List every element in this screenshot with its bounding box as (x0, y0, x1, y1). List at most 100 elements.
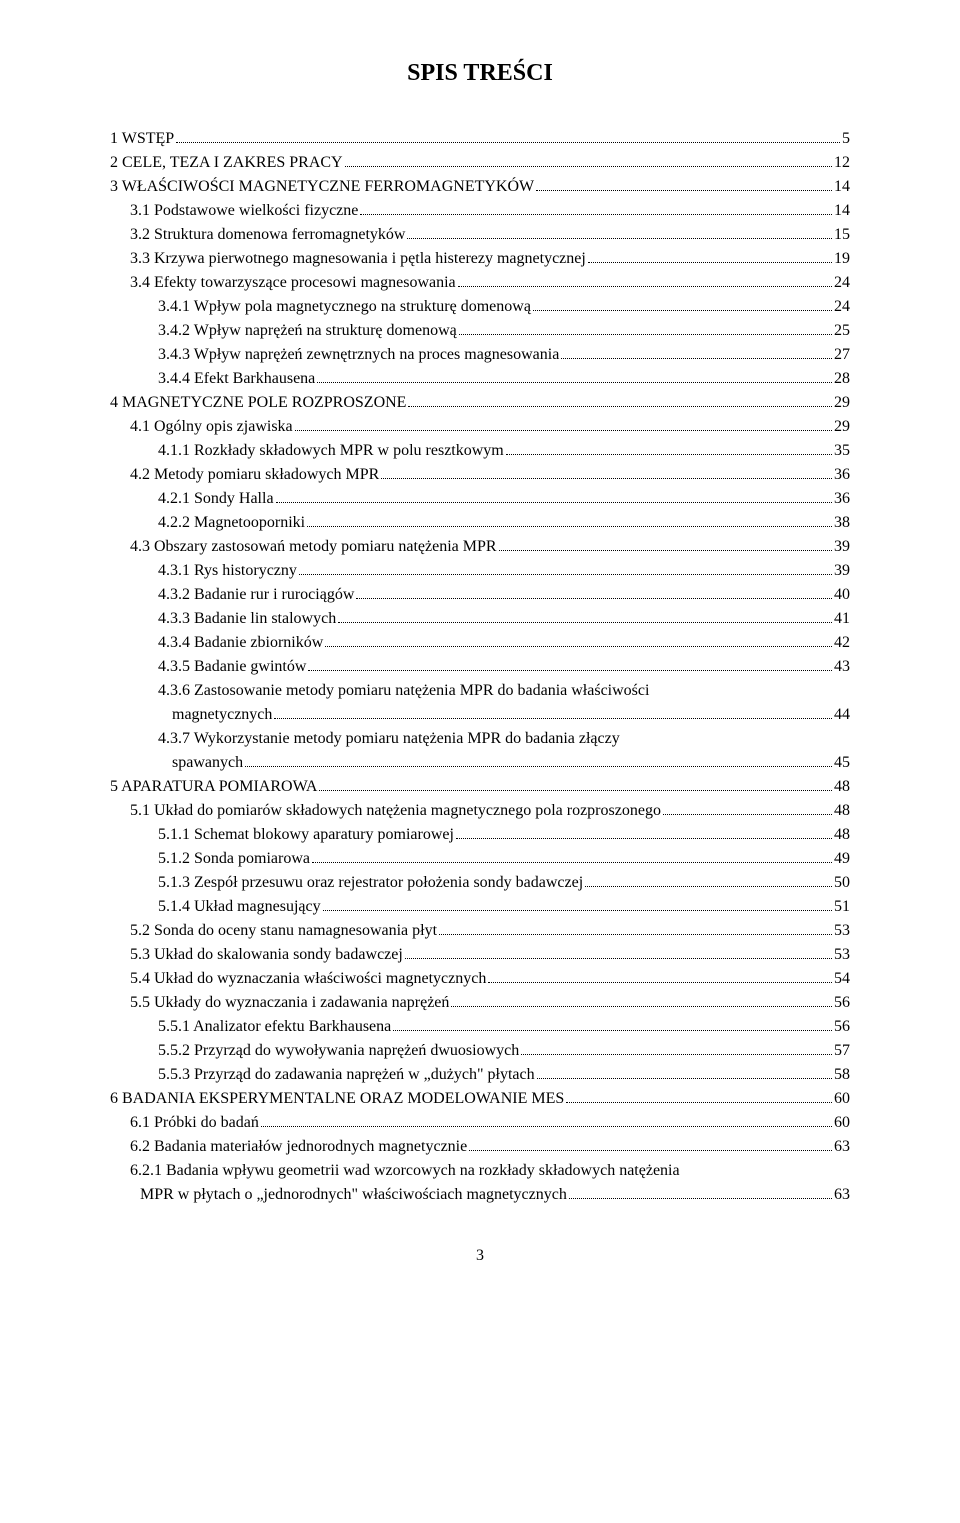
toc-leader-dots (176, 142, 840, 143)
toc-entry-label: 6.1 Próbki do badań (130, 1111, 259, 1135)
toc-leader-dots (533, 310, 832, 311)
toc-entry: 5.5.1 Analizator efektu Barkhausena56 (110, 1015, 850, 1039)
toc-entry-page: 14 (834, 175, 850, 199)
toc-entry-label: 6.2 Badania materiałów jednorodnych magn… (130, 1135, 467, 1159)
toc-entry-label: 5.5 Układy do wyznaczania i zadawania na… (130, 991, 449, 1015)
toc-entry-label: 4.2 Metody pomiaru składowych MPR (130, 463, 379, 487)
toc-entry-label: 5.5.2 Przyrząd do wywoływania naprężeń d… (158, 1039, 519, 1063)
toc-entry-page: 48 (834, 823, 850, 847)
toc-entry-page: 39 (834, 535, 850, 559)
toc-entry-page: 51 (834, 895, 850, 919)
toc-leader-dots (536, 190, 832, 191)
toc-leader-dots (506, 454, 832, 455)
toc-entry-label: 4.2.1 Sondy Halla (158, 487, 274, 511)
toc-entry-label: 5.1.3 Zespół przesuwu oraz rejestrator p… (158, 871, 583, 895)
toc-entry-label: 3.2 Struktura domenowa ferromagnetyków (130, 223, 405, 247)
toc-entry-page: 39 (834, 559, 850, 583)
toc-entry-page: 25 (834, 319, 850, 343)
toc-leader-dots (274, 718, 832, 719)
toc-entry-page: 48 (834, 799, 850, 823)
toc-entry: 5 APARATURA POMIAROWA48 (110, 775, 850, 799)
toc-entry-label: 5.1 Układ do pomiarów składowych natężen… (130, 799, 661, 823)
toc-leader-dots (360, 214, 832, 215)
toc-leader-dots (459, 334, 832, 335)
page-footer-number: 3 (110, 1247, 850, 1265)
toc-entry-page: 63 (834, 1135, 850, 1159)
toc-leader-dots (319, 790, 832, 791)
toc-leader-dots (408, 406, 832, 407)
toc-entry: 3.4.1 Wpływ pola magnetycznego na strukt… (110, 295, 850, 319)
toc-entry-label: 4.3.2 Badanie rur i rurociągów (158, 583, 354, 607)
toc-leader-dots (345, 166, 832, 167)
toc-entry: 3.4.4 Efekt Barkhausena28 (110, 367, 850, 391)
toc-entry-label: 2 CELE, TEZA I ZAKRES PRACY (110, 151, 343, 175)
toc-leader-dots (405, 958, 832, 959)
toc-entry: 4.3.4 Badanie zbiorników42 (110, 631, 850, 655)
toc-entry-label: 3.4.3 Wpływ naprężeń zewnętrznych na pro… (158, 343, 559, 367)
toc-entry-page: 63 (834, 1183, 850, 1207)
toc-entry-label-cont: spawanych (172, 751, 243, 775)
toc-entry-label: 5.1.2 Sonda pomiarowa (158, 847, 310, 871)
toc-entry-label: 1 WSTĘP (110, 127, 174, 151)
toc-entry-page: 40 (834, 583, 850, 607)
toc-entry-label: 4.2.2 Magnetooporniki (158, 511, 305, 535)
toc-entry-label: 5.4 Układ do wyznaczania właściwości mag… (130, 967, 486, 991)
toc-leader-dots (469, 1150, 832, 1151)
toc-entry-page: 24 (834, 295, 850, 319)
toc-leader-dots (451, 1006, 832, 1007)
toc-leader-dots (521, 1054, 832, 1055)
toc-leader-dots (356, 598, 832, 599)
toc-entry: 4.3 Obszary zastosowań metody pomiaru na… (110, 535, 850, 559)
toc-entry: 4.3.5 Badanie gwintów43 (110, 655, 850, 679)
toc-entry-label: 4.3.5 Badanie gwintów (158, 655, 306, 679)
toc-entry-page: 42 (834, 631, 850, 655)
toc-entry-page: 60 (834, 1087, 850, 1111)
toc-entry-page: 19 (834, 247, 850, 271)
toc-entry: 5.4 Układ do wyznaczania właściwości mag… (110, 967, 850, 991)
toc-entry-page: 44 (834, 703, 850, 727)
toc-entry-page: 45 (834, 751, 850, 775)
toc-entry-label: 5.5.3 Przyrząd do zadawania naprężeń w „… (158, 1063, 535, 1087)
page-title: SPIS TREŚCI (110, 60, 850, 87)
toc-entry: 2 CELE, TEZA I ZAKRES PRACY 12 (110, 151, 850, 175)
toc-entry-page: 27 (834, 343, 850, 367)
toc-leader-dots (323, 910, 832, 911)
toc-leader-dots (456, 838, 832, 839)
toc-entry: 5.5.3 Przyrząd do zadawania naprężeń w „… (110, 1063, 850, 1087)
toc-entry: 5.3 Układ do skalowania sondy badawczej5… (110, 943, 850, 967)
toc-entry-label: 6.2.1 Badania wpływu geometrii wad wzorc… (130, 1159, 850, 1183)
toc-entry: 3.4.3 Wpływ naprężeń zewnętrznych na pro… (110, 343, 850, 367)
toc-entry-page: 14 (834, 199, 850, 223)
toc-leader-dots (488, 982, 832, 983)
toc-entry: 1 WSTĘP5 (110, 127, 850, 151)
toc-entry-page: 12 (834, 151, 850, 175)
toc-entry: 4.3.1 Rys historyczny 39 (110, 559, 850, 583)
toc-entry: 5.1.3 Zespół przesuwu oraz rejestrator p… (110, 871, 850, 895)
toc-entry: 4.2.2 Magnetooporniki38 (110, 511, 850, 535)
toc-entry-label: 5.2 Sonda do oceny stanu namagnesowania … (130, 919, 437, 943)
toc-entry: 5.5 Układy do wyznaczania i zadawania na… (110, 991, 850, 1015)
toc-entry-page: 56 (834, 991, 850, 1015)
toc-leader-dots (307, 526, 832, 527)
toc-entry: 6.2.1 Badania wpływu geometrii wad wzorc… (110, 1159, 850, 1207)
toc-entry: 4.1 Ogólny opis zjawiska29 (110, 415, 850, 439)
toc-entry: 4.1.1 Rozkłady składowych MPR w polu res… (110, 439, 850, 463)
toc-leader-dots (381, 478, 832, 479)
toc-leader-dots (393, 1030, 832, 1031)
toc-entry-label: 3.4 Efekty towarzyszące procesowi magnes… (130, 271, 456, 295)
toc-entry-page: 54 (834, 967, 850, 991)
toc-entry-page: 48 (834, 775, 850, 799)
toc-leader-dots (588, 262, 832, 263)
toc-entry-label: 4.3.1 Rys historyczny (158, 559, 297, 583)
toc-entry: 4.3.7 Wykorzystanie metody pomiaru natęż… (110, 727, 850, 775)
toc-entry: 6 BADANIA EKSPERYMENTALNE ORAZ MODELOWAN… (110, 1087, 850, 1111)
toc-leader-dots (276, 502, 832, 503)
toc-leader-dots (439, 934, 832, 935)
toc-leader-dots (317, 382, 832, 383)
toc-entry-page: 41 (834, 607, 850, 631)
toc-entry-label: 6 BADANIA EKSPERYMENTALNE ORAZ MODELOWAN… (110, 1087, 564, 1111)
toc-entry: 4.3.2 Badanie rur i rurociągów 40 (110, 583, 850, 607)
toc-leader-dots (663, 814, 832, 815)
toc-entry: 5.1.2 Sonda pomiarowa 49 (110, 847, 850, 871)
toc-leader-dots (407, 238, 832, 239)
